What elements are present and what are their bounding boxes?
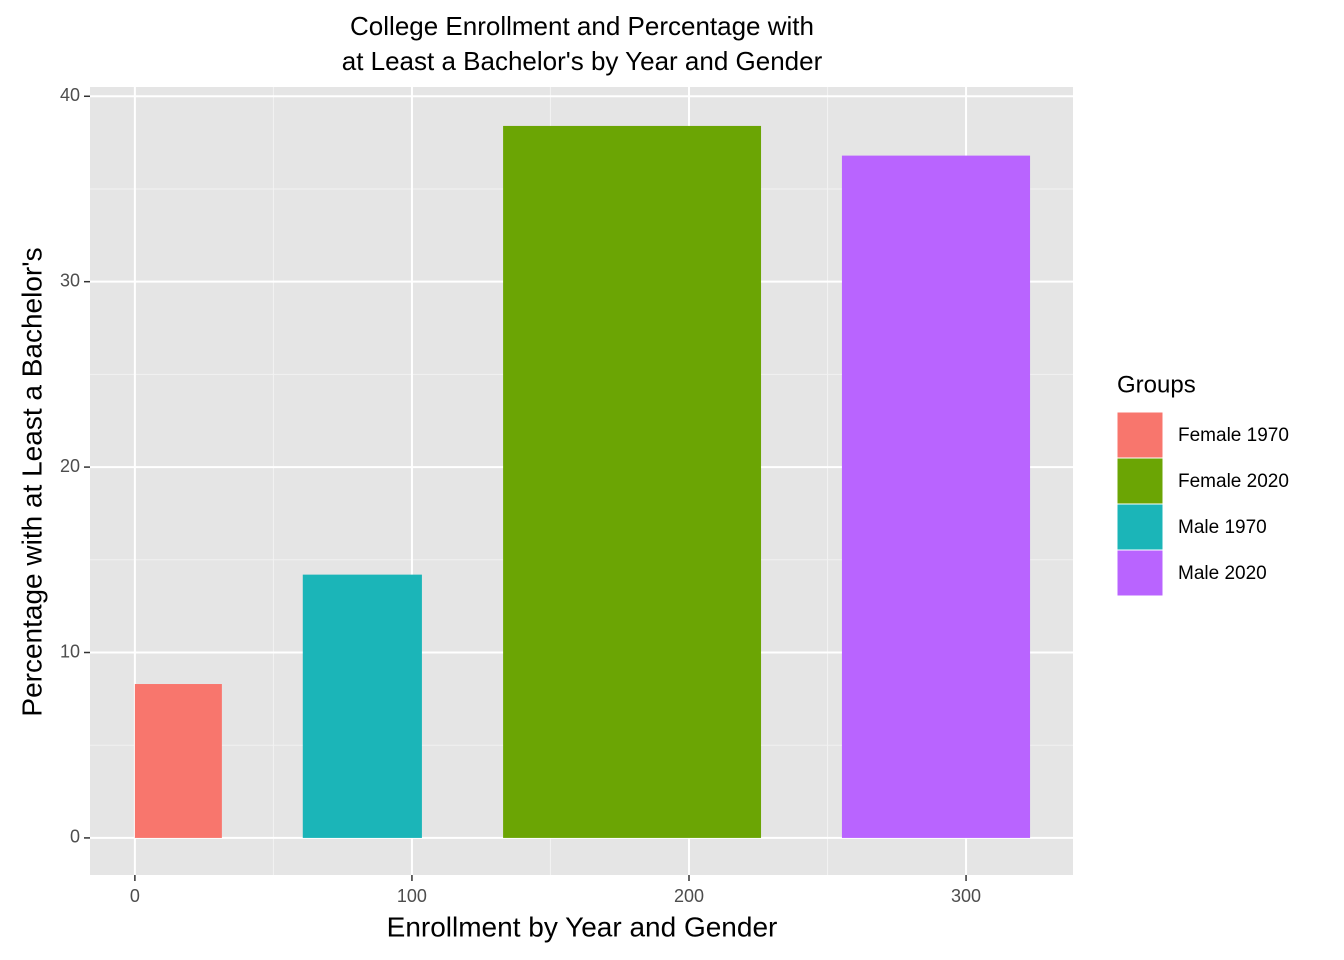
bar — [503, 125, 762, 838]
y-tick-label: 40 — [60, 85, 80, 105]
legend-label: Female 2020 — [1178, 471, 1289, 492]
y-tick-label: 0 — [70, 827, 80, 847]
legend-label: Male 1970 — [1178, 517, 1267, 538]
x-tick-label: 200 — [674, 886, 704, 906]
x-axis-label: Enrollment by Year and Gender — [387, 911, 778, 942]
legend-label: Male 2020 — [1178, 563, 1267, 584]
y-tick-label: 20 — [60, 456, 80, 476]
x-tick-label: 100 — [397, 886, 427, 906]
y-axis-label: Percentage with at Least a Bachelor's — [16, 247, 47, 716]
legend-key — [1116, 503, 1164, 551]
legend-key — [1116, 457, 1164, 505]
x-tick-label: 300 — [951, 886, 981, 906]
legend-label: Female 1970 — [1178, 425, 1289, 446]
x-tick-label: 0 — [130, 886, 140, 906]
legend-key — [1116, 411, 1164, 459]
chart-title: College Enrollment and Percentage with — [350, 11, 814, 41]
bar — [134, 684, 222, 838]
bar — [302, 574, 422, 838]
legend-key — [1116, 549, 1164, 597]
chart-title: at Least a Bachelor's by Year and Gender — [342, 46, 823, 76]
bar — [841, 155, 1031, 838]
legend-title: Groups — [1117, 371, 1196, 398]
y-tick-label: 30 — [60, 270, 80, 290]
y-tick-label: 10 — [60, 641, 80, 661]
